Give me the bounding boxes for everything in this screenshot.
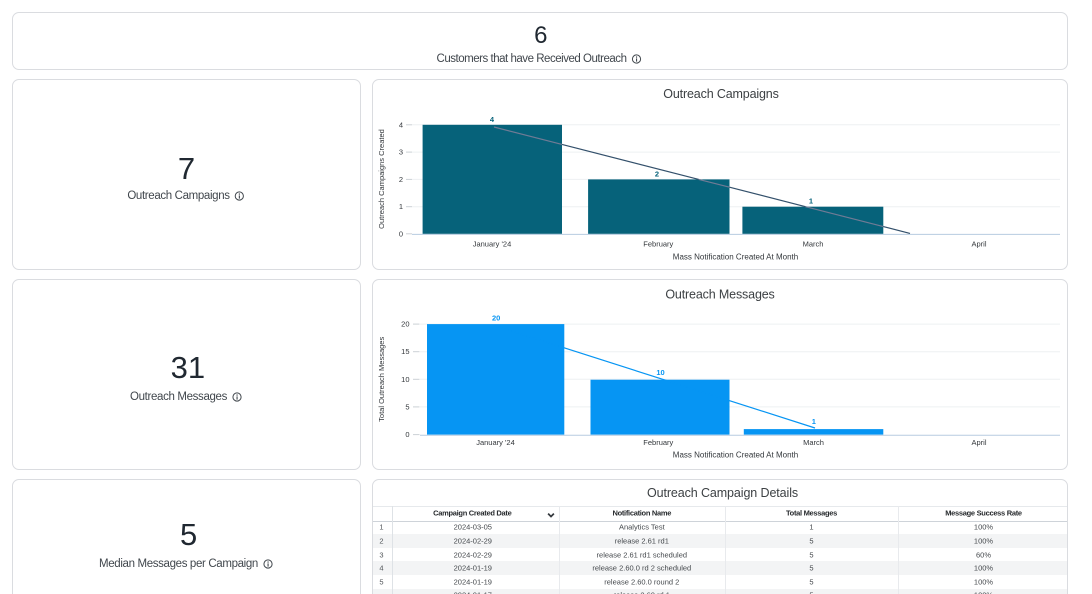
svg-text:5: 5	[405, 402, 409, 411]
svg-text:20: 20	[401, 320, 409, 329]
svg-text:10: 10	[401, 375, 409, 384]
svg-text:20: 20	[492, 314, 500, 323]
svg-text:1: 1	[399, 202, 403, 211]
svg-text:February: February	[643, 239, 673, 248]
svg-text:0: 0	[399, 229, 403, 238]
svg-text:3: 3	[399, 148, 403, 157]
svg-text:Mass Notification Created At M: Mass Notification Created At Month	[673, 451, 798, 460]
svg-text:March: March	[803, 239, 824, 248]
svg-text:Outreach Campaigns: Outreach Campaigns	[663, 87, 778, 101]
svg-text:10: 10	[656, 368, 664, 377]
svg-text:March: March	[803, 438, 824, 447]
svg-text:4: 4	[399, 120, 403, 129]
svg-text:April: April	[971, 438, 986, 447]
svg-text:February: February	[643, 438, 673, 447]
svg-text:January '24: January '24	[473, 239, 512, 248]
svg-text:15: 15	[401, 347, 409, 356]
svg-text:January '24: January '24	[476, 438, 515, 447]
svg-text:4: 4	[490, 115, 495, 124]
svg-text:April: April	[971, 239, 986, 248]
svg-text:2: 2	[399, 175, 403, 184]
svg-text:Total Outreach Messages: Total Outreach Messages	[377, 337, 386, 422]
svg-text:Mass Notification Created At M: Mass Notification Created At Month	[673, 253, 798, 262]
svg-text:Outreach Campaigns Created: Outreach Campaigns Created	[377, 129, 386, 229]
svg-text:1: 1	[812, 417, 816, 426]
svg-text:1: 1	[809, 197, 813, 206]
svg-text:0: 0	[405, 430, 409, 439]
svg-text:Outreach Messages: Outreach Messages	[665, 288, 774, 302]
svg-text:2: 2	[655, 169, 659, 178]
